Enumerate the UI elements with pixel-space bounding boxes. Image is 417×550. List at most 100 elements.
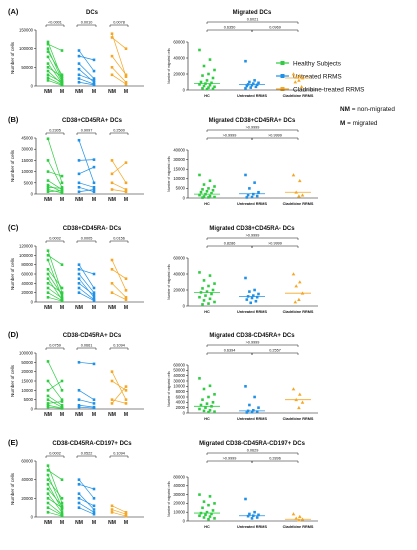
p-value-label: >0.9999 (223, 457, 237, 461)
pair-point-m (124, 398, 128, 401)
data-point (298, 514, 302, 518)
pair-point-m (92, 79, 96, 82)
pair-point-m (92, 296, 96, 299)
x-tick-label: HC (204, 525, 210, 529)
pair-point-m (92, 165, 96, 169)
pair-point-nm (46, 360, 50, 363)
y-tick-label: 80000 (173, 474, 185, 479)
pair-point-m (60, 286, 64, 290)
pair-point-nm (46, 394, 50, 398)
significance-bracket (206, 452, 299, 455)
y-tick-label: 100000 (19, 46, 34, 51)
y-tick-label: 15000 (21, 158, 33, 163)
y-tick-label: 5000 (24, 397, 34, 402)
data-point (202, 195, 206, 198)
significance-bracket (251, 245, 299, 248)
pair-point-nm (46, 402, 50, 405)
pair-line (47, 498, 63, 508)
x-tick-label: Untreated RRMS (237, 94, 267, 98)
x-tick-label: M (124, 197, 128, 203)
legend: Healthy Subjects Untreated RRMS Cladribi… (276, 61, 395, 127)
pair-point-nm (77, 263, 81, 266)
pair-point-nm (46, 282, 50, 285)
data-point (291, 387, 296, 391)
y-tick-label: 50000 (21, 360, 33, 365)
pair-line (78, 399, 95, 404)
x-tick-label: M (92, 412, 96, 418)
x-tick-label: M (124, 520, 128, 526)
pair-point-m (60, 293, 64, 297)
pair-point-m (92, 80, 96, 84)
data-point (297, 78, 301, 82)
y-axis-label: Number of migrated cells (167, 371, 171, 407)
pair-line (78, 81, 95, 86)
data-point (208, 515, 212, 518)
data-point (202, 64, 206, 68)
pair-line (111, 399, 127, 404)
pair-point-m (92, 77, 96, 80)
pair-line (78, 390, 95, 400)
y-tick-label: 50000 (21, 65, 33, 70)
pair-line (47, 361, 63, 391)
pair-point-nm (110, 181, 114, 185)
pair-point-nm (46, 79, 50, 82)
p-value-label: 0.0005 (81, 237, 93, 241)
pair-point-nm (77, 506, 81, 509)
pair-point-nm (77, 67, 81, 71)
significance-bracket (251, 137, 299, 140)
pair-line (111, 37, 127, 49)
data-point (257, 292, 260, 296)
data-point (294, 284, 298, 288)
data-point (252, 82, 255, 85)
y-tick-label: 80000 (21, 262, 33, 267)
pair-line (78, 166, 95, 175)
significance-bracket (45, 240, 65, 243)
y-tick-label: 100000 (19, 351, 34, 356)
pair-point-nm (110, 66, 114, 69)
y-tick-label: 40000 (173, 373, 185, 378)
legend-label-cladribine: Cladribine-treated RRMS (293, 87, 364, 94)
pair-point-m (60, 174, 64, 178)
pair-point-nm (46, 254, 50, 257)
significance-bracket (45, 24, 65, 27)
pair-line (78, 78, 95, 85)
x-tick-label: NM (108, 89, 116, 95)
pair-line (111, 292, 127, 300)
pair-line (47, 171, 63, 177)
y-tick-label: 20000 (21, 496, 33, 501)
pair-point-nm (46, 511, 50, 514)
pair-point-m (60, 73, 64, 77)
pair-line (47, 380, 63, 400)
panel-d-right: Migrated CD38-CD45RA+ DCs 020004000600080… (167, 333, 318, 421)
data-point (205, 510, 209, 514)
significance-bracket (206, 245, 253, 248)
data-point (298, 73, 302, 77)
pair-point-nm (46, 268, 50, 271)
data-point (199, 80, 203, 84)
pair-point-m (92, 398, 96, 401)
pair-point-m (60, 263, 64, 266)
pair-point-m (60, 478, 64, 481)
y-axis-label: Number of migrated cells (167, 48, 171, 84)
pair-point-nm (46, 379, 50, 383)
y-tick-label: 60000 (21, 459, 33, 464)
data-point (257, 190, 260, 194)
data-point (208, 384, 212, 388)
y-tick-label: 60000 (173, 39, 185, 44)
pair-line (111, 55, 127, 76)
x-tick-label: NM (75, 89, 83, 95)
legend-nm-key: NM (340, 106, 350, 113)
y-tick-label: 30000 (173, 157, 185, 162)
y-tick-label: 40000 (21, 477, 33, 482)
pair-point-m (60, 49, 64, 52)
panel-letter: (B) (8, 115, 19, 124)
significance-bracket (251, 460, 299, 463)
pair-point-m (124, 80, 128, 84)
x-tick-label: M (60, 412, 64, 418)
data-point (208, 495, 212, 498)
pair-point-m (60, 501, 64, 505)
y-tick-label: 120000 (19, 244, 34, 249)
pair-line (47, 474, 63, 508)
y-tick-label: 2000 (176, 405, 186, 410)
pair-point-m (124, 47, 128, 50)
